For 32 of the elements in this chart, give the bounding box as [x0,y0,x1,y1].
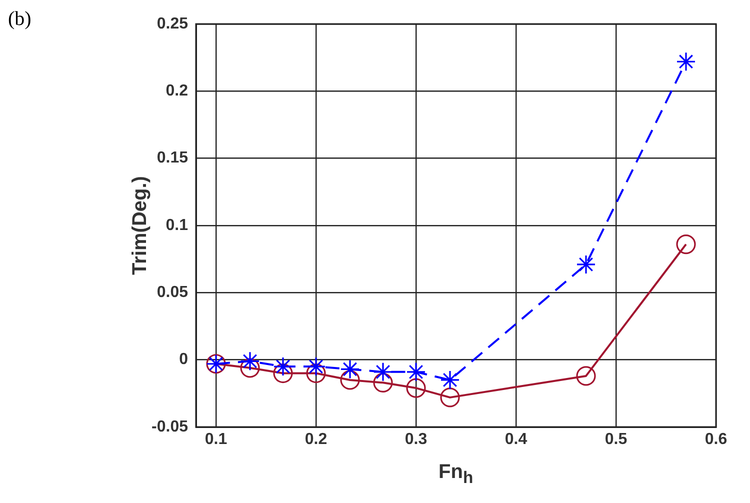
point [240,351,260,371]
point [340,370,360,390]
point [576,366,596,386]
point [240,358,260,378]
point [306,363,326,384]
point [440,370,460,390]
y-axis-title: Trim(Deg.) [128,176,152,275]
y-tick-label: 0 [179,351,188,368]
point [406,362,426,382]
text: (b) [8,8,32,31]
point [676,52,696,72]
y-tick-label: 0.1 [166,216,188,234]
y-tick-label: 0.25 [156,15,188,32]
x-tick-label: 0.5 [604,431,628,448]
y-tick-label: 0.15 [156,150,188,167]
point [373,372,393,392]
y-tick-label: -0.05 [152,418,188,436]
y-tick-label: 0.2 [166,82,188,100]
x-tick-label: 0.1 [204,431,228,448]
point [676,234,696,254]
point [440,388,460,408]
point [406,378,426,398]
point [273,363,293,384]
x-tick-label: 0.2 [304,431,328,448]
point [373,362,393,382]
x-tick-label: 0.4 [504,431,528,448]
y-tick-label: 0.05 [156,284,188,302]
x-tick-label: 0.6 [704,431,728,448]
point [576,254,596,274]
x-tick-label: 0.3 [404,431,428,448]
point [340,359,360,380]
x-axis-title: Fn$_{h}$ [438,461,474,488]
